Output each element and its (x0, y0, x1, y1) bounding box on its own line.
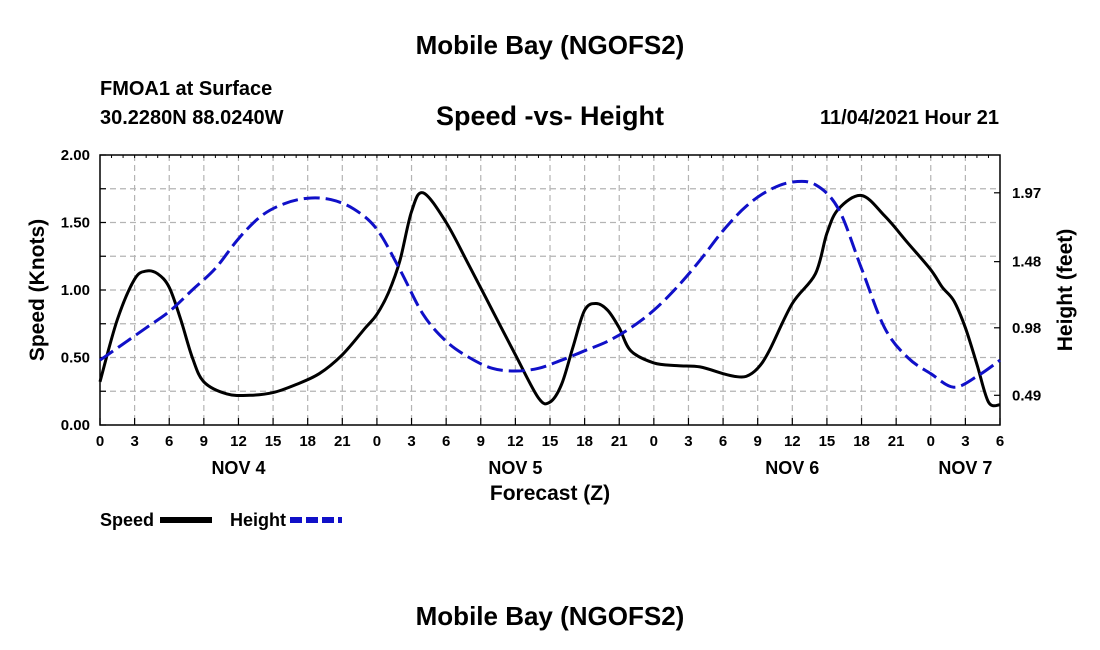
x-day-label: NOV 4 (211, 458, 265, 478)
x-tick-label: 3 (684, 433, 692, 450)
x-tick-label: 6 (165, 433, 173, 450)
y-tick-label: 0.50 (61, 350, 90, 367)
station-coords: 30.2280N 88.0240W (100, 107, 284, 129)
y-tick-label: 0.00 (61, 417, 90, 434)
y-axis-label: Speed (Knots) (26, 219, 49, 361)
x-tick-label: 21 (334, 433, 351, 450)
x-day-label: NOV 6 (765, 458, 819, 478)
x-tick-label: 9 (200, 433, 208, 450)
forecast-datetime: 11/04/2021 Hour 21 (820, 107, 999, 129)
x-tick-label: 15 (819, 433, 836, 450)
y2-tick-label: 0.98 (1012, 320, 1041, 337)
x-tick-label: 9 (754, 433, 762, 450)
x-tick-label: 3 (130, 433, 138, 450)
footer-title: Mobile Bay (NGOFS2) (416, 601, 685, 631)
x-day-label: NOV 7 (938, 458, 992, 478)
y2-tick-label: 1.48 (1012, 254, 1041, 271)
x-tick-label: 0 (96, 433, 104, 450)
x-axis-label: Forecast (Z) (490, 482, 610, 505)
x-tick-label: 3 (407, 433, 415, 450)
y-tick-label: 1.00 (61, 282, 90, 299)
y-tick-label: 1.50 (61, 215, 90, 232)
x-tick-label: 12 (230, 433, 247, 450)
x-tick-label: 9 (477, 433, 485, 450)
x-tick-label: 6 (719, 433, 727, 450)
chart-legend: Speed Height (100, 510, 342, 530)
x-tick-label: 0 (373, 433, 381, 450)
chart-grid (100, 155, 1000, 425)
x-tick-label: 21 (611, 433, 628, 450)
x-tick-label: 18 (299, 433, 316, 450)
x-tick-label: 21 (888, 433, 905, 450)
x-tick-label: 18 (853, 433, 870, 450)
series-speed-line (98, 191, 1001, 408)
x-tick-label: 3 (961, 433, 969, 450)
station-label: FMOA1 at Surface (100, 78, 272, 100)
y-tick-label: 2.00 (61, 147, 90, 164)
y2-axis-label: Height (feet) (1054, 229, 1077, 352)
y2-tick-label: 0.49 (1012, 387, 1041, 404)
x-tick-label: 12 (507, 433, 524, 450)
axis-ticks: 0 3 6 9 12 15 18 21 0 3 6 9 12 15 18 21 0 3 6 9 12 15 18 21 0 3 6N… (61, 147, 1041, 478)
chart-series (98, 179, 1001, 408)
x-tick-label: 0 (650, 433, 658, 450)
x-tick-label: 12 (784, 433, 801, 450)
page-title: Mobile Bay (NGOFS2) (416, 30, 685, 60)
chart-title: Speed -vs- Height (436, 101, 664, 131)
legend-speed-label: Speed (100, 510, 154, 530)
x-tick-label: 18 (576, 433, 593, 450)
x-tick-label: 15 (265, 433, 282, 450)
x-tick-label: 0 (927, 433, 935, 450)
y2-tick-label: 1.97 (1012, 185, 1041, 202)
x-day-label: NOV 5 (488, 458, 542, 478)
x-tick-label: 6 (996, 433, 1004, 450)
legend-height-label: Height (230, 510, 286, 530)
x-tick-label: 6 (442, 433, 450, 450)
series-height-line (99, 179, 1001, 389)
x-tick-label: 15 (542, 433, 559, 450)
